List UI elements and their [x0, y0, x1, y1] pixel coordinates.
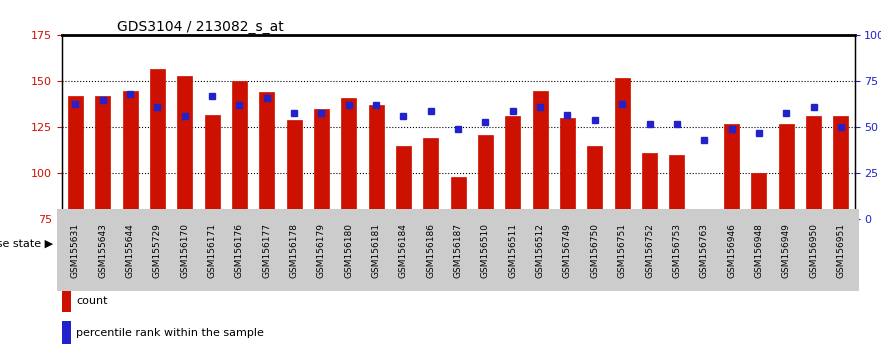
- Bar: [423, 138, 438, 219]
- Text: GSM156751: GSM156751: [618, 223, 626, 278]
- Bar: [364, 255, 389, 287]
- Text: GSM156750: GSM156750: [590, 223, 599, 278]
- Bar: [582, 255, 607, 287]
- Text: GSM156752: GSM156752: [645, 223, 654, 278]
- Text: GSM156951: GSM156951: [836, 223, 846, 278]
- Text: GSM156950: GSM156950: [809, 223, 818, 278]
- Text: GSM156178: GSM156178: [290, 223, 299, 278]
- Bar: [746, 255, 771, 287]
- Bar: [637, 255, 662, 287]
- Text: GSM156186: GSM156186: [426, 223, 435, 278]
- Text: GSM156171: GSM156171: [208, 223, 217, 278]
- Bar: [473, 255, 498, 287]
- Text: GSM156187: GSM156187: [454, 223, 463, 278]
- Bar: [446, 255, 470, 287]
- Bar: [286, 120, 301, 219]
- Text: GSM156184: GSM156184: [399, 223, 408, 278]
- Bar: [118, 255, 143, 287]
- Bar: [528, 255, 552, 287]
- Bar: [122, 91, 137, 219]
- Bar: [337, 255, 361, 287]
- Text: GSM156511: GSM156511: [508, 223, 517, 278]
- Bar: [642, 153, 657, 219]
- Bar: [259, 92, 274, 219]
- Text: GSM156949: GSM156949: [781, 223, 791, 278]
- Bar: [478, 135, 493, 219]
- Bar: [204, 115, 219, 219]
- Bar: [450, 177, 466, 219]
- Text: control: control: [232, 237, 275, 250]
- Text: GSM156948: GSM156948: [754, 223, 763, 278]
- Text: GSM156177: GSM156177: [263, 223, 271, 278]
- Bar: [801, 255, 825, 287]
- FancyBboxPatch shape: [62, 234, 444, 253]
- Text: GDS3104 / 213082_s_at: GDS3104 / 213082_s_at: [117, 21, 284, 34]
- Bar: [533, 91, 548, 219]
- Bar: [177, 76, 192, 219]
- Bar: [610, 255, 634, 287]
- Bar: [506, 116, 521, 219]
- Text: GSM156510: GSM156510: [481, 223, 490, 278]
- Text: insulin-resistant polycystic ovary syndrome: insulin-resistant polycystic ovary syndr…: [514, 237, 785, 250]
- Bar: [200, 255, 225, 287]
- Bar: [62, 321, 71, 344]
- Bar: [368, 105, 383, 219]
- Bar: [774, 255, 798, 287]
- Bar: [833, 116, 848, 219]
- Bar: [697, 212, 712, 219]
- Bar: [68, 96, 83, 219]
- Text: GSM156946: GSM156946: [727, 223, 736, 278]
- Text: GSM155644: GSM155644: [125, 223, 135, 278]
- Bar: [588, 146, 603, 219]
- Bar: [391, 255, 416, 287]
- Text: GSM156753: GSM156753: [672, 223, 681, 278]
- FancyBboxPatch shape: [444, 234, 855, 253]
- Text: GSM156179: GSM156179: [317, 223, 326, 278]
- Bar: [63, 255, 87, 287]
- Bar: [751, 173, 766, 219]
- Bar: [806, 116, 821, 219]
- Bar: [418, 255, 443, 287]
- Bar: [309, 255, 334, 287]
- Bar: [173, 255, 197, 287]
- Bar: [341, 98, 356, 219]
- Text: GSM155729: GSM155729: [153, 223, 162, 278]
- Bar: [719, 255, 744, 287]
- Bar: [255, 255, 279, 287]
- Text: GSM156176: GSM156176: [235, 223, 244, 278]
- Bar: [664, 255, 689, 287]
- Text: GSM155631: GSM155631: [70, 223, 80, 278]
- Text: count: count: [76, 296, 107, 306]
- Text: GSM156181: GSM156181: [372, 223, 381, 278]
- Text: GSM156749: GSM156749: [563, 223, 572, 278]
- Bar: [670, 155, 685, 219]
- Text: GSM156512: GSM156512: [536, 223, 544, 278]
- Bar: [829, 255, 853, 287]
- Bar: [314, 109, 329, 219]
- Text: GSM155643: GSM155643: [98, 223, 107, 278]
- Bar: [615, 78, 630, 219]
- Text: percentile rank within the sample: percentile rank within the sample: [76, 328, 263, 338]
- Text: GSM156170: GSM156170: [181, 223, 189, 278]
- Bar: [396, 146, 411, 219]
- Text: GSM156180: GSM156180: [344, 223, 353, 278]
- Bar: [282, 255, 307, 287]
- Bar: [560, 118, 575, 219]
- Bar: [500, 255, 525, 287]
- Bar: [145, 255, 170, 287]
- Text: GSM156763: GSM156763: [700, 223, 708, 278]
- Bar: [692, 255, 716, 287]
- Bar: [62, 290, 71, 312]
- Bar: [95, 96, 110, 219]
- Bar: [232, 81, 247, 219]
- Text: disease state ▶: disease state ▶: [0, 238, 54, 249]
- Bar: [555, 255, 580, 287]
- Bar: [779, 124, 794, 219]
- Bar: [150, 69, 165, 219]
- Bar: [91, 255, 115, 287]
- Bar: [227, 255, 252, 287]
- Bar: [724, 124, 739, 219]
